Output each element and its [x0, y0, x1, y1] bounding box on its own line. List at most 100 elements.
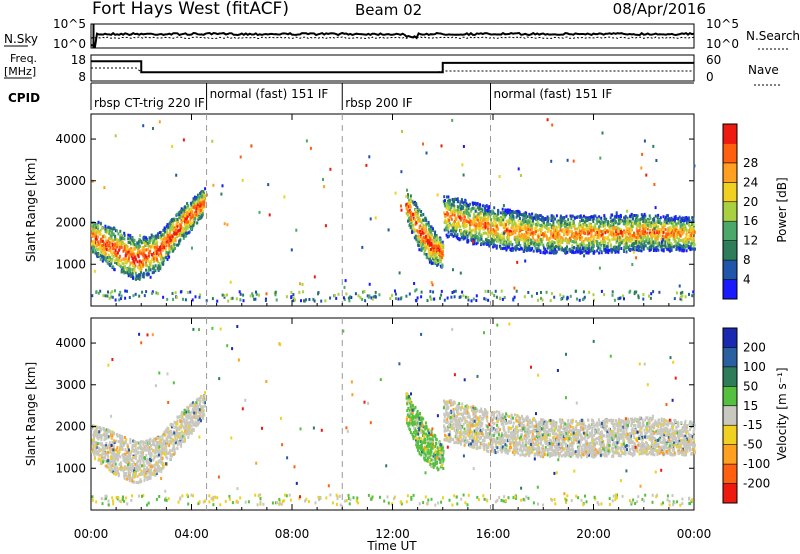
range-cell — [552, 226, 554, 230]
colorbar-tick-label: 28 — [743, 156, 758, 170]
range-cell — [537, 216, 539, 220]
range-cell — [549, 245, 552, 249]
range-cell — [185, 214, 188, 218]
stray-cell — [221, 184, 224, 188]
range-cell — [415, 212, 418, 216]
range-cell — [132, 259, 135, 263]
ground-cell — [461, 290, 464, 294]
range-cell — [623, 221, 626, 225]
range-cell — [118, 240, 121, 244]
range-cell — [538, 242, 541, 246]
stray-cell — [546, 118, 549, 122]
range-cell — [637, 247, 640, 251]
range-cell — [184, 226, 187, 230]
range-cell — [171, 224, 173, 228]
range-cell — [196, 193, 199, 197]
range-cell — [138, 445, 141, 449]
range-cell — [454, 234, 457, 238]
range-cell — [179, 228, 182, 232]
stray-cell — [171, 144, 174, 148]
range-cell — [196, 200, 199, 204]
range-cell — [667, 240, 670, 244]
range-cell — [178, 233, 180, 237]
range-cell — [181, 232, 184, 236]
range-cell — [487, 235, 490, 238]
stray-cell — [652, 144, 655, 148]
range-cell — [584, 215, 587, 219]
range-cell — [141, 249, 144, 252]
range-cell — [560, 229, 563, 233]
range-cell — [652, 218, 654, 222]
range-cell — [120, 440, 123, 444]
range-cell — [474, 209, 477, 213]
nsearch-tick-bottom: 10^0 — [706, 37, 739, 51]
range-cell — [532, 249, 535, 253]
range-cell — [131, 271, 134, 275]
range-cell — [571, 221, 574, 225]
range-cell — [447, 212, 450, 216]
range-cell — [181, 435, 184, 438]
range-cell — [426, 235, 429, 239]
range-cell — [408, 199, 411, 203]
range-cell — [190, 203, 193, 207]
range-cell — [192, 197, 195, 201]
range-cell — [656, 216, 659, 220]
ground-cell — [155, 291, 158, 295]
range-cell — [588, 224, 591, 228]
range-cell — [156, 260, 159, 264]
range-cell — [683, 243, 685, 247]
range-cell — [513, 220, 516, 223]
range-cell — [566, 245, 568, 249]
range-cell — [194, 199, 197, 203]
range-cell — [678, 243, 681, 247]
range-cell — [525, 245, 528, 249]
range-cell — [624, 231, 627, 235]
range-cell — [195, 209, 198, 213]
range-cell — [663, 223, 665, 227]
range-cell — [455, 223, 458, 227]
range-cell — [609, 224, 612, 228]
range-cell — [425, 255, 428, 259]
range-cell — [422, 235, 425, 239]
range-cell — [544, 217, 546, 221]
ground-cell — [493, 294, 496, 298]
range-cell — [513, 210, 515, 214]
range-cell — [668, 249, 671, 253]
range-cell — [655, 239, 658, 243]
range-cell — [467, 215, 470, 219]
range-cell — [468, 214, 471, 218]
ground-cell — [184, 298, 187, 302]
range-cell — [607, 248, 610, 252]
ground-cell — [691, 294, 694, 298]
range-cell — [449, 203, 452, 207]
range-cell — [155, 256, 158, 260]
range-cell — [679, 225, 682, 229]
nave-label: Nave — [748, 63, 779, 77]
range-cell — [624, 219, 627, 223]
cpid-segment-label: normal (fast) 151 IF — [493, 87, 612, 101]
range-cell — [545, 227, 548, 231]
range-cell — [564, 247, 567, 251]
range-cell — [165, 244, 168, 248]
range-cell — [596, 219, 598, 222]
range-cell — [563, 218, 566, 222]
range-cell — [584, 237, 587, 241]
ground-cell — [622, 294, 625, 298]
range-cell — [612, 246, 615, 250]
range-cell — [631, 238, 633, 242]
range-cell — [487, 214, 490, 218]
stray-cell — [309, 146, 312, 150]
range-cell — [586, 219, 589, 223]
range-cell — [96, 235, 99, 239]
range-cell — [533, 216, 536, 220]
range-cell — [603, 214, 606, 218]
range-cell — [619, 213, 622, 217]
range-cell — [560, 224, 563, 228]
range-cell — [476, 218, 479, 222]
range-cell — [439, 260, 442, 264]
range-cell — [508, 235, 511, 239]
range-cell — [672, 237, 675, 241]
range-cell — [165, 251, 168, 254]
stray-cell — [461, 163, 464, 167]
ground-cell — [472, 297, 475, 301]
